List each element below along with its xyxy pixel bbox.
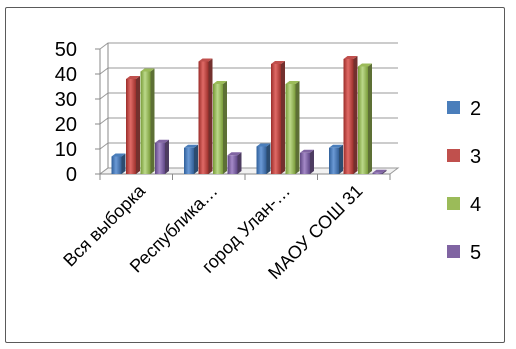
y-tick-labels: 0 10 20 30 40 50 <box>55 39 77 186</box>
legend-label: 4 <box>470 194 481 216</box>
gridline <box>99 42 398 50</box>
legend-swatch <box>447 149 460 162</box>
bar-2-0 <box>111 153 126 174</box>
bar-3-2 <box>271 61 285 174</box>
bar-2-2 <box>256 143 271 174</box>
legend-item-2: 2 <box>447 98 481 120</box>
legend-item-4: 4 <box>447 194 481 216</box>
bar-4-0 <box>140 68 155 174</box>
legend-label: 5 <box>470 242 481 264</box>
chart-frame <box>5 7 505 343</box>
y-tick-label: 10 <box>55 139 77 161</box>
legend-swatch <box>447 197 460 210</box>
bar-4-2 <box>285 81 300 174</box>
bar-5-2 <box>300 149 314 174</box>
y-tick-label: 50 <box>55 39 77 61</box>
y-tick-label: 40 <box>55 64 77 86</box>
bar-4-1 <box>213 81 227 174</box>
bar-5-0 <box>155 139 169 174</box>
y-tick-label: 0 <box>66 164 77 186</box>
bar-3-0 <box>126 76 140 174</box>
legend-item-3: 3 <box>447 146 481 168</box>
chart-bars <box>111 56 387 174</box>
legend-item-5: 5 <box>447 242 481 264</box>
legend-swatch <box>447 101 460 114</box>
bar-2-3 <box>329 144 343 174</box>
y-tick-label: 30 <box>55 89 77 111</box>
y-tick-label: 20 <box>55 114 77 136</box>
bar-3-1 <box>198 58 213 174</box>
bar-5-3 <box>372 169 387 174</box>
bar-4-3 <box>358 63 372 174</box>
legend-label: 2 <box>470 98 481 120</box>
legend-swatch <box>447 245 460 258</box>
bar-5-1 <box>227 152 242 174</box>
legend: 2 3 4 5 <box>447 98 481 264</box>
legend-label: 3 <box>470 146 481 168</box>
bar-2-1 <box>184 144 198 174</box>
bar-3-3 <box>343 56 358 174</box>
